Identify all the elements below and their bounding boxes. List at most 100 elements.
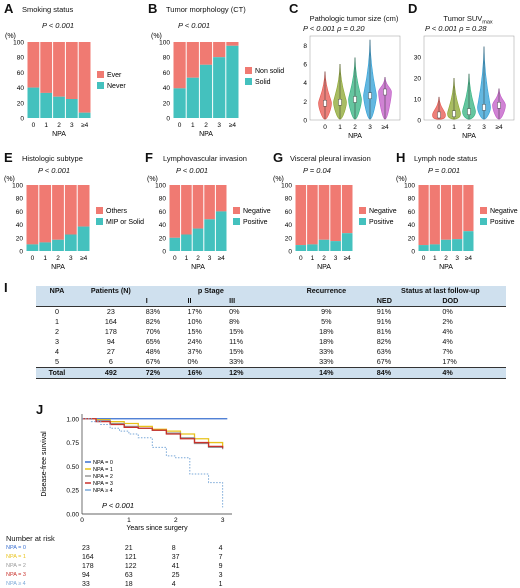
th-recurrence: Recurrence (306, 286, 347, 295)
risk-value: 178 (82, 563, 94, 570)
chart-b-xlabel: NPA (199, 131, 213, 138)
chart-a-bar-ever (53, 42, 65, 97)
cell-ii: 10% (187, 317, 202, 326)
chart-e-xtick: 1 (43, 255, 47, 262)
chart-d-xtick: 0 (437, 124, 441, 131)
chart-a-xtick: ≥4 (81, 122, 89, 129)
chart-g-bar-positive (341, 233, 353, 251)
chart-b-xtick: 2 (204, 122, 208, 129)
chart-j-legend-label: NPA = 3 (93, 481, 113, 487)
total-recurrence: 14% (319, 368, 334, 377)
total-ned: 84% (376, 368, 392, 377)
chart-a-ytick: 0 (20, 116, 24, 123)
chart-c-box (368, 92, 372, 99)
chart-c-box (338, 99, 342, 106)
chart-d-xlabel: NPA (462, 133, 476, 140)
chart-g-bar-negative (307, 185, 318, 245)
panel-f-pvalue: P < 0.001 (176, 166, 209, 175)
cell-ii: 24% (187, 337, 202, 346)
cell-i: 82% (145, 317, 161, 326)
chart-h-bar-positive (418, 245, 429, 251)
panel-letter-i: I (4, 280, 8, 295)
cell-dod: 4% (442, 327, 453, 336)
chart-c-xtick: 0 (323, 124, 327, 131)
cell-dod: 17% (442, 357, 457, 366)
panel-letter-f: F (145, 150, 153, 165)
chart-g-ytick: 0 (288, 249, 292, 256)
chart-h-ytick: 100 (404, 183, 415, 190)
chart-e-ytick: 100 (12, 183, 23, 190)
risk-value: 23 (82, 545, 90, 552)
chart-e-ylabel: (%) (4, 176, 15, 183)
chart-h-legend-swatch (480, 218, 487, 225)
chart-g-xtick: 1 (311, 255, 315, 262)
chart-g-legend-label: Positive (369, 219, 394, 226)
chart-d-ytick: 10 (414, 97, 422, 104)
cell-npa: 3 (54, 337, 59, 346)
chart-a-bar-ever (78, 42, 91, 113)
total-dod: 4% (442, 368, 453, 377)
chart-j-ylabel: Disease-free survival (41, 431, 48, 497)
cell-rec: 5% (321, 317, 332, 326)
chart-b-bar-solid (186, 77, 199, 118)
risk-value: 25 (171, 572, 180, 579)
chart-g-ytick: 100 (281, 183, 292, 190)
chart-b-ytick: 20 (163, 100, 171, 107)
chart-j-legend-label: NPA = 1 (93, 467, 113, 473)
cell-i: 65% (145, 337, 161, 346)
cell-patients: 6 (108, 357, 113, 366)
chart-f-bar-positive (169, 237, 181, 251)
chart-h-xlabel: NPA (439, 264, 453, 271)
cell-ned: 63% (376, 347, 392, 356)
chart-e-xtick: 3 (69, 255, 73, 262)
chart-d-box (482, 104, 486, 111)
cell-rec: 18% (319, 337, 334, 346)
chart-g-legend-swatch (359, 207, 366, 214)
chart-b-bar-non-solid (173, 42, 186, 89)
chart-e-legend-label: Others (106, 208, 128, 215)
chart-e-histologic-subtype: (%) 0 20 40 60 80 100 0 1 2 3 ≥4 NPA Others MIP or Sol… (4, 176, 144, 271)
risk-value: 121 (124, 554, 137, 561)
chart-c-frame (309, 35, 401, 121)
panel-h-pvalue: P = 0.001 (428, 166, 461, 175)
panel-f-title: Lymphovascular invasion (163, 154, 247, 163)
chart-b-ylabel: (%) (151, 33, 162, 40)
chart-g-xtick: 2 (322, 255, 326, 262)
chart-h-bar-positive (452, 239, 463, 251)
risk-value: 164 (82, 554, 94, 561)
panel-c-pvalue: P < 0.001 ρ = 0.20 (303, 24, 365, 33)
chart-c-xtick: 3 (368, 124, 372, 131)
cell-ii: 15% (187, 327, 202, 336)
cell-patients: 94 (106, 337, 115, 346)
chart-d-ytick: 20 (414, 76, 422, 83)
chart-b-tumor-morphology: (%) 0 20 40 60 80 100 0 1 2 3 ≥4 NPA Non solid Solid (151, 33, 284, 138)
table-header-row-1: NPA Patients (N) p Stage Recurrence Stat… (36, 286, 506, 296)
chart-f-ytick: 60 (159, 209, 167, 216)
risk-value: 7 (218, 554, 223, 561)
chart-h-xtick: 1 (433, 255, 437, 262)
chart-j-xtick: 0 (80, 517, 84, 524)
risk-value: 4 (218, 545, 223, 552)
risk-value: 122 (124, 563, 137, 570)
chart-j-ytick: 0.00 (66, 512, 79, 519)
chart-e-ytick: 0 (19, 249, 23, 256)
risk-value: 1 (218, 581, 223, 588)
chart-g-bar-negative (295, 185, 307, 246)
risk-row-label: NPA = 0 (6, 545, 26, 551)
chart-h-legend-label: Negative (490, 208, 518, 215)
th-stage-i: I (145, 296, 148, 305)
chart-b-ytick: 80 (163, 55, 171, 62)
chart-j-ytick: 1.00 (66, 416, 79, 423)
chart-f-bar-negative (181, 185, 192, 235)
chart-f-legend-swatch (233, 218, 240, 225)
chart-d-xtick: 3 (482, 124, 486, 131)
th-dod: DOD (442, 296, 459, 305)
cell-patients: 23 (106, 307, 115, 316)
table-row: 2 178 70% 15% 15% 18% 81% 4% (36, 327, 506, 337)
chart-d-box (437, 111, 441, 119)
chart-a-bar-never (65, 99, 78, 118)
panel-h-title: Lymph node status (414, 154, 478, 163)
table-total-row: Total 492 72% 16% 12% 14% 84% 4% (36, 367, 506, 379)
chart-h-ytick: 20 (408, 235, 416, 242)
cell-patients: 164 (104, 317, 117, 326)
